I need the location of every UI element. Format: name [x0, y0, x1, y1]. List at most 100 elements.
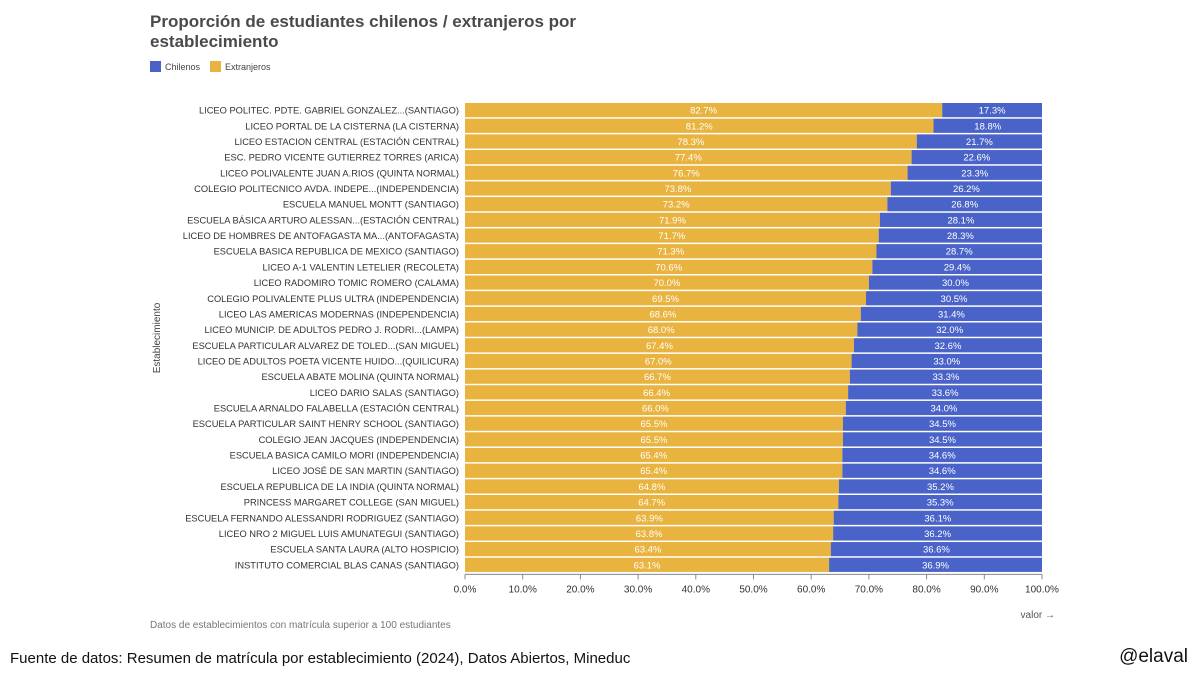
data-label-chilenos: 26.8% [951, 200, 978, 211]
data-label-extranjeros: 66.4% [643, 388, 670, 399]
legend-swatch-chilenos [150, 61, 161, 72]
bar-chilenos [942, 103, 1042, 118]
bar-chilenos [848, 385, 1042, 400]
data-label-chilenos: 35.2% [927, 482, 954, 493]
bar-extranjeros [465, 150, 912, 165]
bar-extranjeros [465, 228, 879, 243]
bar-extranjeros [465, 259, 873, 274]
data-label-extranjeros: 68.0% [648, 325, 675, 336]
data-label-extranjeros: 64.7% [638, 498, 665, 509]
x-tick-label: 80.0% [912, 584, 940, 595]
bar-extranjeros [465, 416, 843, 431]
bar-extranjeros [465, 103, 943, 118]
category-label: ESCUELA MANUEL MONTT (SANTIAGO) [283, 200, 459, 210]
data-label-extranjeros: 65.4% [640, 451, 667, 462]
data-label-extranjeros: 82.7% [690, 106, 717, 117]
bar-chilenos [933, 118, 1042, 133]
bar-chilenos [890, 181, 1042, 196]
category-label: LICEO A-1 VALENTIN LETELIER (RECOLETA) [263, 262, 460, 272]
bar-chilenos [842, 447, 1042, 463]
bar-chilenos [849, 369, 1042, 384]
bar-chilenos [860, 306, 1042, 322]
bar-chilenos [833, 526, 1042, 541]
x-tick-label: 90.0% [970, 584, 998, 595]
category-label: ESCUELA BASICA REPUBLICA DE MEXICO (SANT… [214, 247, 459, 257]
x-tick-label: 10.0% [509, 584, 537, 595]
category-label: ESCUELA REPUBLICA DE LA INDIA (QUINTA NO… [220, 482, 459, 492]
x-tick-label: 0.0% [454, 584, 477, 595]
data-label-chilenos: 34.5% [929, 419, 956, 430]
bar-extranjeros [465, 291, 867, 306]
data-source: Fuente de datos: Resumen de matrícula po… [10, 650, 631, 667]
bar-extranjeros [465, 118, 934, 133]
category-label: ESCUELA FERNANDO ALESSANDRI RODRIGUEZ (S… [185, 513, 459, 523]
data-label-chilenos: 33.0% [933, 356, 960, 367]
bar-chilenos [842, 416, 1042, 431]
data-label-extranjeros: 73.8% [664, 184, 691, 195]
bar-chilenos [851, 353, 1042, 369]
category-label: ESCUELA SANTA LAURA (ALTO HOSPICIO) [270, 545, 459, 555]
bar-chilenos [878, 228, 1042, 243]
bar-extranjeros [465, 510, 834, 525]
data-label-chilenos: 30.5% [941, 294, 968, 305]
category-label: COLEGIO POLITECNICO AVDA. INDEPE...(INDE… [194, 184, 459, 194]
bar-extranjeros [465, 338, 854, 353]
bar-extranjeros [465, 526, 834, 541]
data-label-extranjeros: 70.0% [653, 278, 680, 289]
bar-extranjeros [465, 134, 917, 149]
category-label: ESCUELA BÁSICA ARTURO ALESSAN...(ESTACIÓ… [187, 215, 459, 225]
stacked-bar-chart: 82.7% 17.3% LICEO POLITEC. PDTE. GABRIEL G… [152, 103, 1059, 621]
data-label-chilenos: 17.3% [979, 106, 1006, 117]
chart-note: Datos de establecimientos con matrícula … [150, 620, 451, 631]
data-label-extranjeros: 81.2% [686, 121, 713, 132]
bar-extranjeros [465, 479, 839, 494]
legend-label-extranjeros: Extranjeros [225, 61, 271, 72]
category-label: ESCUELA PARTICULAR ALVAREZ DE TOLED...(S… [192, 341, 459, 351]
data-label-extranjeros: 69.5% [652, 294, 679, 305]
data-label-extranjeros: 63.8% [636, 529, 663, 540]
bar-chilenos [838, 495, 1042, 510]
category-label: LICEO DE ADULTOS POETA VICENTE HUIDO...(… [198, 356, 459, 366]
category-label: ESCUELA ABATE MOLINA (QUINTA NORMAL) [261, 372, 459, 382]
data-label-chilenos: 29.4% [944, 262, 971, 273]
bar-extranjeros [465, 322, 858, 337]
data-label-chilenos: 36.2% [924, 529, 951, 540]
category-label: COLEGIO JEAN JACQUES (INDEPENDENCIA) [259, 435, 459, 445]
x-tick-label: 40.0% [682, 584, 710, 595]
bar-chilenos [916, 134, 1042, 149]
data-label-chilenos: 36.1% [924, 513, 951, 524]
data-label-chilenos: 35.3% [927, 498, 954, 509]
x-tick-label: 60.0% [797, 584, 825, 595]
data-label-chilenos: 36.6% [923, 545, 950, 556]
data-label-extranjeros: 63.1% [634, 560, 661, 571]
bar-extranjeros [465, 306, 861, 322]
bar-extranjeros [465, 275, 869, 290]
bar-extranjeros [465, 557, 830, 572]
bar-chilenos [838, 479, 1042, 494]
bar-extranjeros [465, 447, 843, 463]
bar-chilenos [887, 197, 1042, 212]
author-handle: @elaval [1119, 646, 1188, 667]
data-label-extranjeros: 71.9% [659, 215, 686, 226]
data-label-extranjeros: 63.9% [636, 513, 663, 524]
data-label-chilenos: 28.7% [946, 247, 973, 258]
data-label-chilenos: 36.9% [922, 560, 949, 571]
bar-chilenos [842, 432, 1042, 447]
bar-extranjeros [465, 385, 849, 400]
data-label-extranjeros: 68.6% [649, 309, 676, 320]
data-label-extranjeros: 76.7% [673, 168, 700, 179]
category-label: LICEO POLIVALENTE JUAN A.RIOS (QUINTA NO… [220, 168, 459, 178]
category-label: LICEO PORTAL DE LA CISTERNA (LA CISTERNA… [245, 121, 459, 131]
legend-item-extranjeros: Extranjeros [210, 61, 271, 72]
bar-extranjeros [465, 432, 843, 447]
data-label-extranjeros: 65.4% [640, 466, 667, 477]
bar-chilenos [857, 322, 1042, 337]
data-label-chilenos: 34.6% [929, 466, 956, 477]
category-label: LICEO DE HOMBRES DE ANTOFAGASTA MA...(AN… [183, 231, 459, 241]
category-label: LICEO DARIO SALAS (SANTIAGO) [310, 388, 459, 398]
bar-chilenos [829, 557, 1042, 572]
bar-chilenos [872, 259, 1042, 274]
data-label-chilenos: 34.6% [929, 451, 956, 462]
bar-extranjeros [465, 197, 888, 212]
legend: Chilenos Extranjeros [150, 61, 281, 72]
